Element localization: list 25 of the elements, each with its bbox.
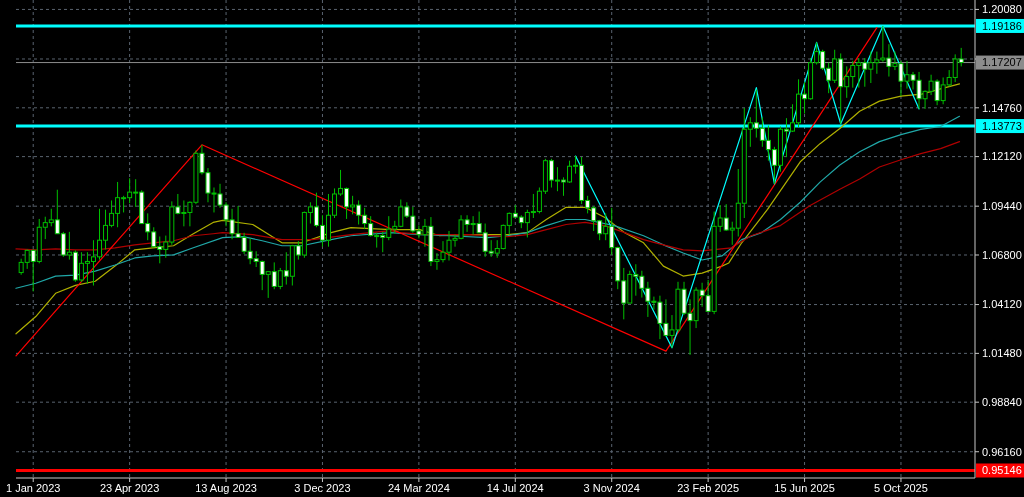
x-tick-label: 3 Dec 2023 [294,482,351,494]
line-series [15,115,961,289]
x-tick-label: 1 Jan 2023 [6,482,61,494]
x-tick-label: 15 Jun 2025 [774,482,835,494]
x-tick-label: 13 Aug 2023 [195,482,257,494]
line-series [15,26,878,357]
x-tick-label: 5 Oct 2025 [874,482,928,494]
x-tick-label: 14 Jul 2024 [486,482,544,494]
ref-line-label: 1.17207 [982,56,1022,69]
ref-line-label: 0.95146 [982,464,1022,477]
x-tick-label: 24 Mar 2024 [388,482,450,494]
y-tick-label: 0.98840 [982,396,1022,409]
y-tick-label: 0.96160 [982,445,1022,458]
y-tick-label: 1.01480 [982,347,1022,360]
y-tick-label: 1.12120 [982,150,1022,163]
x-tick-label: 3 Nov 2024 [583,482,640,494]
y-tick-label: 1.06800 [982,248,1022,261]
y-tick-label: 1.04120 [982,298,1022,311]
ref-line-label: 1.19186 [982,19,1022,32]
y-tick-label: 1.20080 [982,3,1022,16]
ref-line-label: 1.13773 [982,119,1022,132]
x-tick-label: 23 Feb 2025 [677,482,740,494]
y-tick-label: 1.09440 [982,200,1022,213]
y-tick-label: 1.14760 [982,101,1022,114]
x-tick-label: 23 Apr 2023 [99,482,160,494]
